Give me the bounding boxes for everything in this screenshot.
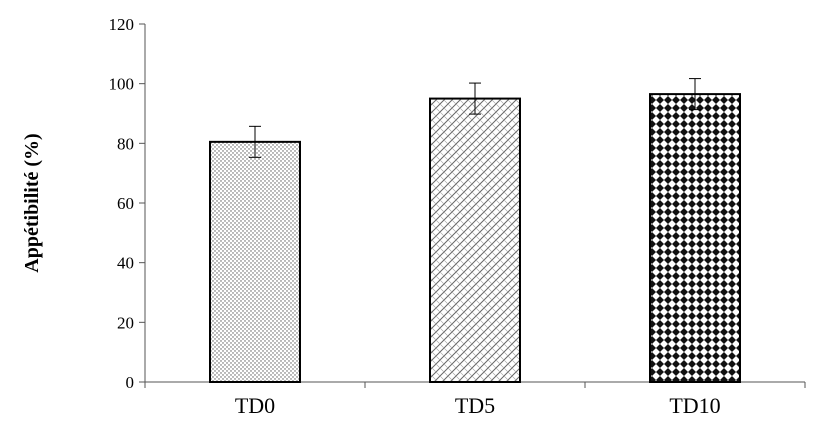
y-axis-title-group: Appétibilité (%): [21, 133, 43, 272]
y-tick-label: 0: [126, 373, 135, 392]
y-tick-label: 120: [109, 15, 135, 34]
bar-td5: [429, 97, 521, 383]
y-tick-label: 60: [117, 194, 134, 213]
y-axis: 0 20 40 60 80 100 120: [109, 15, 146, 392]
y-tick-label: 100: [109, 75, 135, 94]
y-tick-label: 80: [117, 134, 134, 153]
bars: [209, 93, 741, 383]
x-tick-label-td5: TD5: [455, 393, 495, 418]
y-tick-label: 20: [117, 313, 134, 332]
x-tick-label-td10: TD10: [669, 393, 720, 418]
y-axis-title: Appétibilité (%): [21, 133, 43, 272]
bar-td0: [209, 140, 301, 383]
bar-td10: [649, 93, 741, 383]
category-labels: TD0 TD5 TD10: [235, 393, 721, 418]
x-tick-label-td0: TD0: [235, 393, 275, 418]
y-tick-label: 40: [117, 254, 134, 273]
error-bars: [249, 78, 701, 158]
